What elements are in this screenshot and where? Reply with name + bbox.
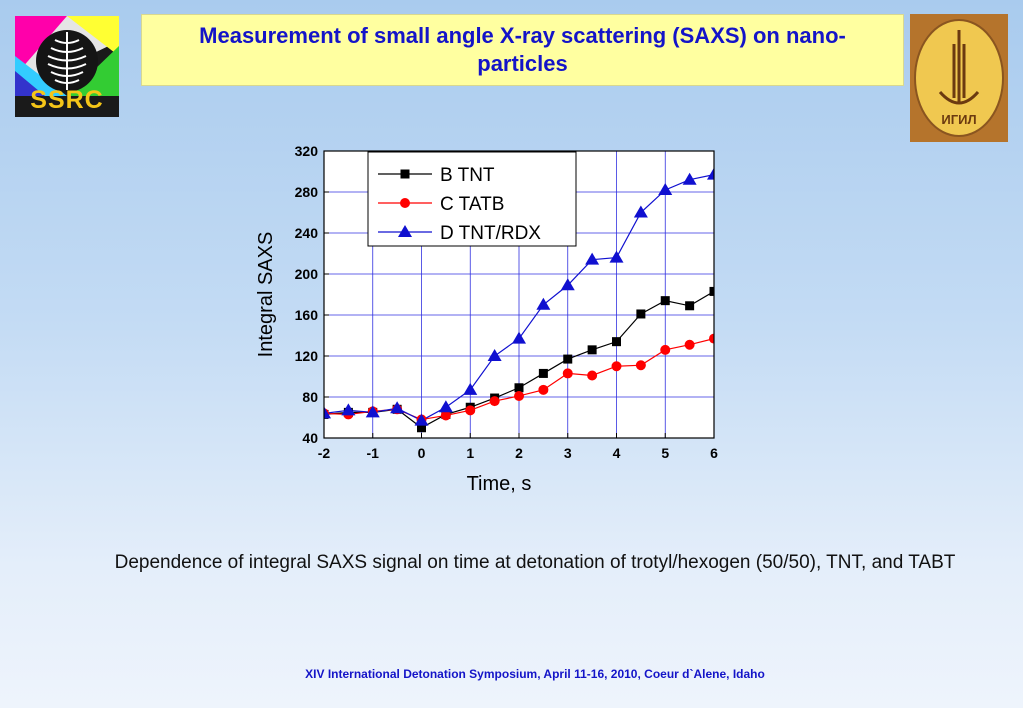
legend-label: C TATB <box>440 194 504 215</box>
data-point-square <box>514 383 524 393</box>
data-point-triangle <box>609 250 624 263</box>
x-tick-label: 3 <box>564 445 572 461</box>
x-tick-label: 5 <box>661 445 669 461</box>
x-tick-label: 0 <box>418 445 426 461</box>
data-point-triangle <box>633 205 648 218</box>
data-point-square <box>563 354 573 364</box>
data-point-triangle <box>658 182 673 195</box>
ssrc-logo-graphic <box>15 16 119 96</box>
legend-marker <box>400 198 410 208</box>
footer-text: XIV International Detonation Symposium, … <box>305 667 765 681</box>
y-tick-label: 120 <box>295 348 319 364</box>
data-point-circle <box>635 360 646 371</box>
data-point-triangle <box>414 413 429 426</box>
data-point-circle <box>587 370 598 381</box>
legend-label: B TNT <box>440 165 495 186</box>
data-point-triangle <box>487 349 502 361</box>
data-point-circle <box>660 344 671 355</box>
data-point-triangle <box>341 403 356 416</box>
y-tick-label: 280 <box>295 184 319 200</box>
data-point-circle <box>538 384 549 395</box>
data-point-triangle <box>560 278 575 291</box>
data-point-triangle <box>585 252 600 265</box>
data-point-triangle <box>512 331 526 344</box>
data-point-square <box>612 337 621 347</box>
data-point-triangle <box>536 297 551 310</box>
data-point-triangle <box>438 400 453 413</box>
data-point-triangle <box>324 406 331 419</box>
data-point-square <box>636 309 646 319</box>
y-tick-label: 80 <box>302 389 318 405</box>
data-point-square <box>538 368 548 378</box>
x-tick-label: 2 <box>515 445 523 461</box>
x-tick-label: -1 <box>367 445 380 461</box>
igil-logo-text: ИГИЛ <box>941 112 977 127</box>
data-point-circle <box>709 333 714 344</box>
y-axis-label: Integral SAXS <box>255 232 277 358</box>
data-point-circle <box>514 390 524 401</box>
x-axis-label: Time, s <box>467 473 532 495</box>
data-point-square <box>417 423 426 433</box>
igil-logo-graphic <box>914 19 1004 137</box>
data-point-square <box>660 296 670 306</box>
y-tick-label: 200 <box>295 266 319 282</box>
legend-marker <box>398 225 412 237</box>
legend-label: D TNT/RDX <box>440 223 541 244</box>
x-tick-label: -2 <box>318 445 331 461</box>
title-banner: Measurement of small angle X-ray scatter… <box>141 14 904 86</box>
y-tick-label: 320 <box>295 143 319 159</box>
data-point-circle <box>440 410 451 421</box>
data-point-triangle <box>682 172 697 185</box>
data-point-circle <box>611 361 622 372</box>
x-tick-label: 4 <box>613 445 621 461</box>
data-point-square <box>709 286 714 296</box>
data-point-circle <box>562 368 573 379</box>
y-tick-label: 240 <box>295 225 319 241</box>
data-point-triangle <box>463 382 478 395</box>
igil-logo: ИГИЛ <box>910 14 1008 142</box>
saxs-chart: -2 -1 0 1 2 3 4 5 6 40 80 120 160 200 240 280 320 Time, s… <box>255 143 718 495</box>
data-point-square <box>685 301 695 311</box>
data-point-circle <box>684 339 695 350</box>
data-point-triangle <box>365 405 380 418</box>
figure-caption: Dependence of integral SAXS signal on ti… <box>114 552 956 573</box>
legend-marker <box>400 169 410 179</box>
page-title: Measurement of small angle X-ray scatter… <box>199 23 846 76</box>
data-point-circle <box>465 405 476 416</box>
data-point-circle <box>489 396 500 407</box>
data-point-triangle <box>390 401 405 414</box>
y-tick-label: 160 <box>295 307 319 323</box>
x-tick-label: 1 <box>466 445 474 461</box>
ssrc-logo-text: SSRC <box>30 86 104 114</box>
data-point-square <box>587 345 597 355</box>
ssrc-logo: SSRC <box>15 16 119 117</box>
y-tick-label: 40 <box>302 430 318 446</box>
x-tick-label: 6 <box>710 445 718 461</box>
